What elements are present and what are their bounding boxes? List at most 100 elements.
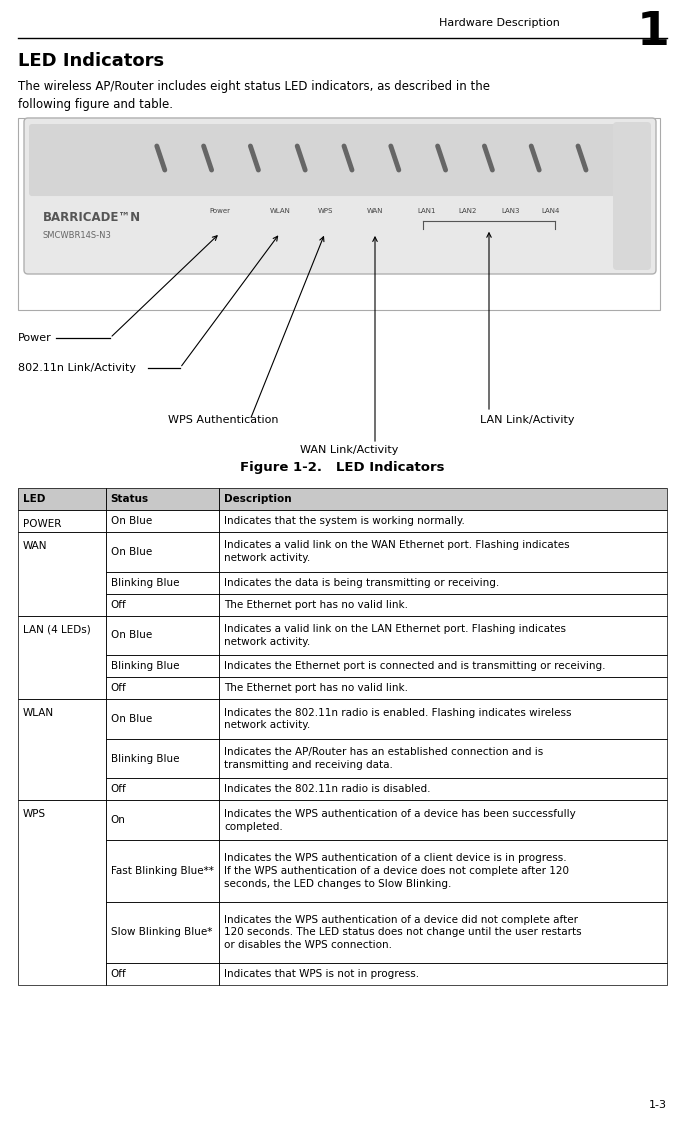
Bar: [219, 655, 667, 677]
Bar: [219, 902, 667, 964]
Text: Indicates the 802.11n radio is enabled. Flashing indicates wireless
network acti: Indicates the 802.11n radio is enabled. …: [224, 707, 572, 730]
Text: LAN3: LAN3: [501, 208, 520, 213]
Text: WLAN: WLAN: [23, 709, 54, 719]
Bar: [18, 118, 660, 310]
Bar: [105, 840, 219, 902]
Text: The wireless AP/Router includes eight status LED indicators, as described in the: The wireless AP/Router includes eight st…: [18, 80, 490, 111]
Bar: [105, 902, 219, 964]
Text: WAN Link/Activity: WAN Link/Activity: [300, 445, 399, 455]
Text: Indicates a valid link on the LAN Ethernet port. Flashing indicates
network acti: Indicates a valid link on the LAN Ethern…: [224, 624, 566, 647]
Bar: [105, 739, 219, 778]
Bar: [18, 801, 105, 985]
Text: POWER: POWER: [23, 519, 62, 529]
Text: WLAN: WLAN: [270, 208, 290, 213]
Bar: [219, 778, 667, 801]
Bar: [18, 532, 105, 615]
Text: Indicates the WPS authentication of a device has been successfully
completed.: Indicates the WPS authentication of a de…: [224, 809, 576, 832]
Text: LED: LED: [23, 494, 45, 504]
Text: Blinking Blue: Blinking Blue: [110, 661, 179, 672]
Text: Status: Status: [110, 494, 149, 504]
Bar: [105, 677, 219, 700]
Bar: [105, 489, 219, 510]
Text: Indicates a valid link on the WAN Ethernet port. Flashing indicates
network acti: Indicates a valid link on the WAN Ethern…: [224, 540, 570, 564]
Text: Hardware Description: Hardware Description: [439, 18, 560, 28]
Text: Description: Description: [224, 494, 292, 504]
Text: Indicates the WPS authentication of a client device is in progress.
If the WPS a: Indicates the WPS authentication of a cl…: [224, 853, 569, 888]
Text: Off: Off: [110, 784, 126, 794]
Text: Figure 1-2.   LED Indicators: Figure 1-2. LED Indicators: [240, 462, 445, 475]
Text: Indicates the WPS authentication of a device did not complete after
120 seconds.: Indicates the WPS authentication of a de…: [224, 914, 582, 950]
Text: WAN: WAN: [366, 208, 383, 213]
Bar: [219, 739, 667, 778]
Text: WPS Authentication: WPS Authentication: [168, 416, 279, 424]
Bar: [219, 700, 667, 739]
Text: Off: Off: [110, 683, 126, 693]
Text: Indicates the Ethernet port is connected and is transmitting or receiving.: Indicates the Ethernet port is connected…: [224, 661, 606, 672]
Text: Power: Power: [210, 208, 230, 213]
Text: On Blue: On Blue: [110, 714, 152, 724]
Bar: [105, 510, 219, 532]
Text: Off: Off: [110, 600, 126, 610]
Bar: [105, 964, 219, 985]
Bar: [105, 700, 219, 739]
Text: WPS: WPS: [23, 810, 46, 820]
Bar: [219, 489, 667, 510]
Text: Blinking Blue: Blinking Blue: [110, 754, 179, 764]
Bar: [105, 615, 219, 655]
Text: On Blue: On Blue: [110, 515, 152, 526]
Text: LAN4: LAN4: [542, 208, 560, 213]
Text: LAN Link/Activity: LAN Link/Activity: [480, 416, 575, 424]
Text: Off: Off: [110, 969, 126, 979]
Bar: [219, 840, 667, 902]
Bar: [105, 778, 219, 801]
Text: 1-3: 1-3: [649, 1101, 667, 1110]
Bar: [105, 572, 219, 594]
Text: SMCWBR14S-N3: SMCWBR14S-N3: [43, 231, 112, 240]
Bar: [105, 594, 219, 615]
Text: Indicates the data is being transmitting or receiving.: Indicates the data is being transmitting…: [224, 577, 499, 587]
Bar: [219, 964, 667, 985]
FancyBboxPatch shape: [613, 122, 651, 270]
Bar: [18, 615, 105, 700]
Text: Indicates that WPS is not in progress.: Indicates that WPS is not in progress.: [224, 969, 419, 979]
Text: The Ethernet port has no valid link.: The Ethernet port has no valid link.: [224, 683, 408, 693]
Text: LED Indicators: LED Indicators: [18, 52, 164, 70]
Text: On Blue: On Blue: [110, 630, 152, 640]
Text: 1: 1: [637, 10, 670, 55]
FancyBboxPatch shape: [29, 124, 651, 197]
Text: Power: Power: [18, 334, 52, 343]
Bar: [219, 594, 667, 615]
Bar: [105, 489, 219, 510]
Text: Indicates the 802.11n radio is disabled.: Indicates the 802.11n radio is disabled.: [224, 784, 431, 794]
Text: Slow Blinking Blue*: Slow Blinking Blue*: [110, 928, 212, 938]
Bar: [219, 510, 667, 532]
Text: LAN2: LAN2: [459, 208, 477, 213]
Text: Indicates that the system is working normally.: Indicates that the system is working nor…: [224, 515, 465, 526]
Text: The Ethernet port has no valid link.: The Ethernet port has no valid link.: [224, 600, 408, 610]
Bar: [105, 655, 219, 677]
Text: Indicates the AP/Router has an established connection and is
transmitting and re: Indicates the AP/Router has an establish…: [224, 747, 543, 770]
Text: Fast Blinking Blue**: Fast Blinking Blue**: [110, 866, 214, 876]
Bar: [219, 801, 667, 840]
Text: BARRICADE™N: BARRICADE™N: [43, 211, 141, 223]
Text: On Blue: On Blue: [110, 547, 152, 557]
Bar: [105, 532, 219, 572]
Text: 802.11n Link/Activity: 802.11n Link/Activity: [18, 363, 136, 373]
FancyBboxPatch shape: [24, 118, 656, 274]
Bar: [219, 489, 667, 510]
Bar: [219, 572, 667, 594]
Text: WPS: WPS: [317, 208, 333, 213]
Bar: [105, 801, 219, 840]
Bar: [219, 532, 667, 572]
Bar: [18, 700, 105, 801]
Bar: [219, 615, 667, 655]
Text: On: On: [110, 815, 125, 825]
Text: WAN: WAN: [23, 541, 47, 551]
Bar: [18, 489, 105, 510]
Text: LAN (4 LEDs): LAN (4 LEDs): [23, 624, 90, 634]
Bar: [219, 677, 667, 700]
Bar: [18, 489, 105, 510]
Text: Blinking Blue: Blinking Blue: [110, 577, 179, 587]
Text: LAN1: LAN1: [418, 208, 436, 213]
Bar: [18, 510, 105, 532]
